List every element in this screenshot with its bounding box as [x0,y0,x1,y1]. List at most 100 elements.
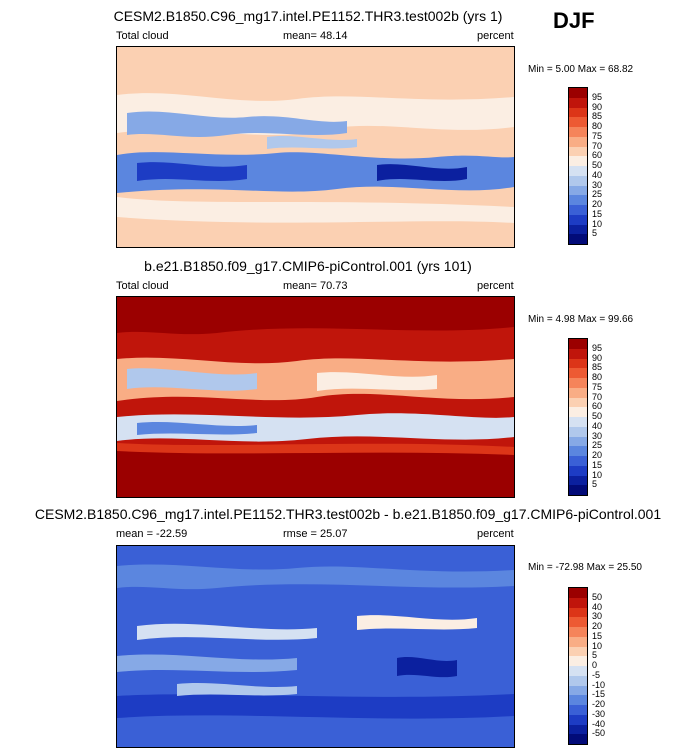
colorbar-swatch [569,185,587,196]
colorbar-swatch [569,446,587,456]
colorbar-tick-label: 20 [592,450,603,460]
colorbar-swatch [569,146,587,157]
colorbar-swatch [569,127,587,137]
panel-1-colorbar [568,87,588,245]
colorbar-tick-label: 20 [592,621,603,631]
colorbar-swatch [569,666,587,676]
panel-2-map [116,296,515,498]
colorbar-tick-label: 80 [592,121,603,131]
colorbar-swatch [569,117,587,127]
panel-1-right-label: percent [477,30,514,42]
colorbar-tick-label: 10 [592,469,603,480]
colorbar-tick-label: 5 [592,479,598,490]
colorbar-tick-label: 40 [592,420,603,431]
panel-2-contour-field [117,297,514,497]
colorbar-tick-label: -5 [592,669,601,680]
colorbar-swatch [569,734,587,744]
colorbar-tick-label: 90 [592,352,603,363]
colorbar-swatch [569,368,587,378]
colorbar-tick-label: 80 [592,372,603,382]
colorbar-swatch [569,656,587,666]
colorbar-swatch [569,407,587,417]
colorbar-swatch [569,597,587,608]
colorbar-swatch [569,436,587,447]
colorbar-swatch [569,97,587,108]
colorbar-tick-label: 70 [592,391,603,402]
colorbar-tick-label: 95 [592,91,603,102]
panel-3-contour-field [117,546,514,747]
colorbar-tick-label: 90 [592,101,603,112]
colorbar-swatch [569,705,587,715]
colorbar-swatch [569,136,587,147]
colorbar-tick-label: 5 [592,650,598,661]
colorbar-swatch [569,456,587,466]
colorbar-swatch [569,378,587,388]
colorbar-swatch [569,724,587,735]
colorbar-tick-label: 30 [592,179,603,190]
colorbar-tick-label: 15 [592,459,603,470]
colorbar-swatch [569,156,587,166]
colorbar-tick-label: 5 [592,228,598,239]
panel-2-minmax: Min = 4.98 Max = 99.66 [528,314,634,325]
panel-1-left-label: Total cloud [116,30,169,42]
colorbar-swatch [569,358,587,369]
colorbar-tick-label: 40 [592,169,603,180]
panel-1-contour-field [117,47,514,247]
colorbar-swatch [569,417,587,427]
colorbar-swatch [569,588,587,598]
panel-1-map [116,46,515,248]
colorbar-swatch [569,465,587,476]
colorbar-swatch [569,397,587,408]
colorbar-swatch [569,607,587,618]
panel-2-title: b.e21.B1850.f09_g17.CMIP6-piControl.001 … [144,258,472,274]
colorbar-tick-label: 70 [592,140,603,151]
panel-3-center-label: rmse = 25.07 [283,528,348,540]
colorbar-tick-label: 30 [592,611,603,622]
colorbar-swatch [569,107,587,118]
colorbar-tick-label: 50 [592,411,603,421]
colorbar-tick-label: 85 [592,111,603,122]
colorbar-swatch [569,205,587,215]
colorbar-tick-label: 60 [592,401,603,412]
colorbar-tick-label: 25 [592,440,603,451]
colorbar-tick-label: 60 [592,150,603,161]
panel-2-right-label: percent [477,280,514,292]
colorbar-tick-label: 85 [592,362,603,373]
panel-3-colorbar [568,587,588,745]
colorbar-swatch [569,387,587,398]
colorbar-swatch [569,695,587,705]
panel-2-center-label: mean= 70.73 [283,280,348,292]
colorbar-swatch [569,675,587,686]
colorbar-tick-label: 25 [592,189,603,200]
colorbar-tick-label: 10 [592,218,603,229]
colorbar-tick-label: -50 [592,728,606,739]
panel-2-left-label: Total cloud [116,280,169,292]
colorbar-swatch [569,426,587,437]
colorbar-swatch [569,636,587,647]
colorbar-swatch [569,214,587,225]
panel-2-colorbar [568,338,588,496]
colorbar-tick-label: 30 [592,430,603,441]
colorbar-tick-label: 15 [592,208,603,219]
season-label: DJF [553,8,595,33]
panel-3-left-label: mean = -22.59 [116,528,188,540]
colorbar-tick-label: 20 [592,199,603,209]
colorbar-swatch [569,714,587,725]
colorbar-swatch [569,339,587,349]
colorbar-swatch [569,224,587,235]
colorbar-tick-label: 40 [592,601,603,612]
colorbar-swatch [569,475,587,486]
colorbar-tick-label: 75 [592,381,603,392]
colorbar-swatch [569,195,587,205]
colorbar-swatch [569,617,587,627]
colorbar-tick-label: -15 [592,689,606,700]
colorbar-tick-label: 50 [592,591,603,602]
panel-3-title: CESM2.B1850.C96_mg17.intel.PE1152.THR3.t… [34,506,662,522]
colorbar-tick-label: 0 [592,660,598,670]
colorbar-tick-label: -30 [592,708,606,719]
colorbar-tick-label: 95 [592,342,603,353]
panel-1-center-label: mean= 48.14 [283,30,348,42]
colorbar-swatch [569,485,587,495]
colorbar-tick-label: -20 [592,699,606,709]
colorbar-tick-label: 15 [592,630,603,641]
